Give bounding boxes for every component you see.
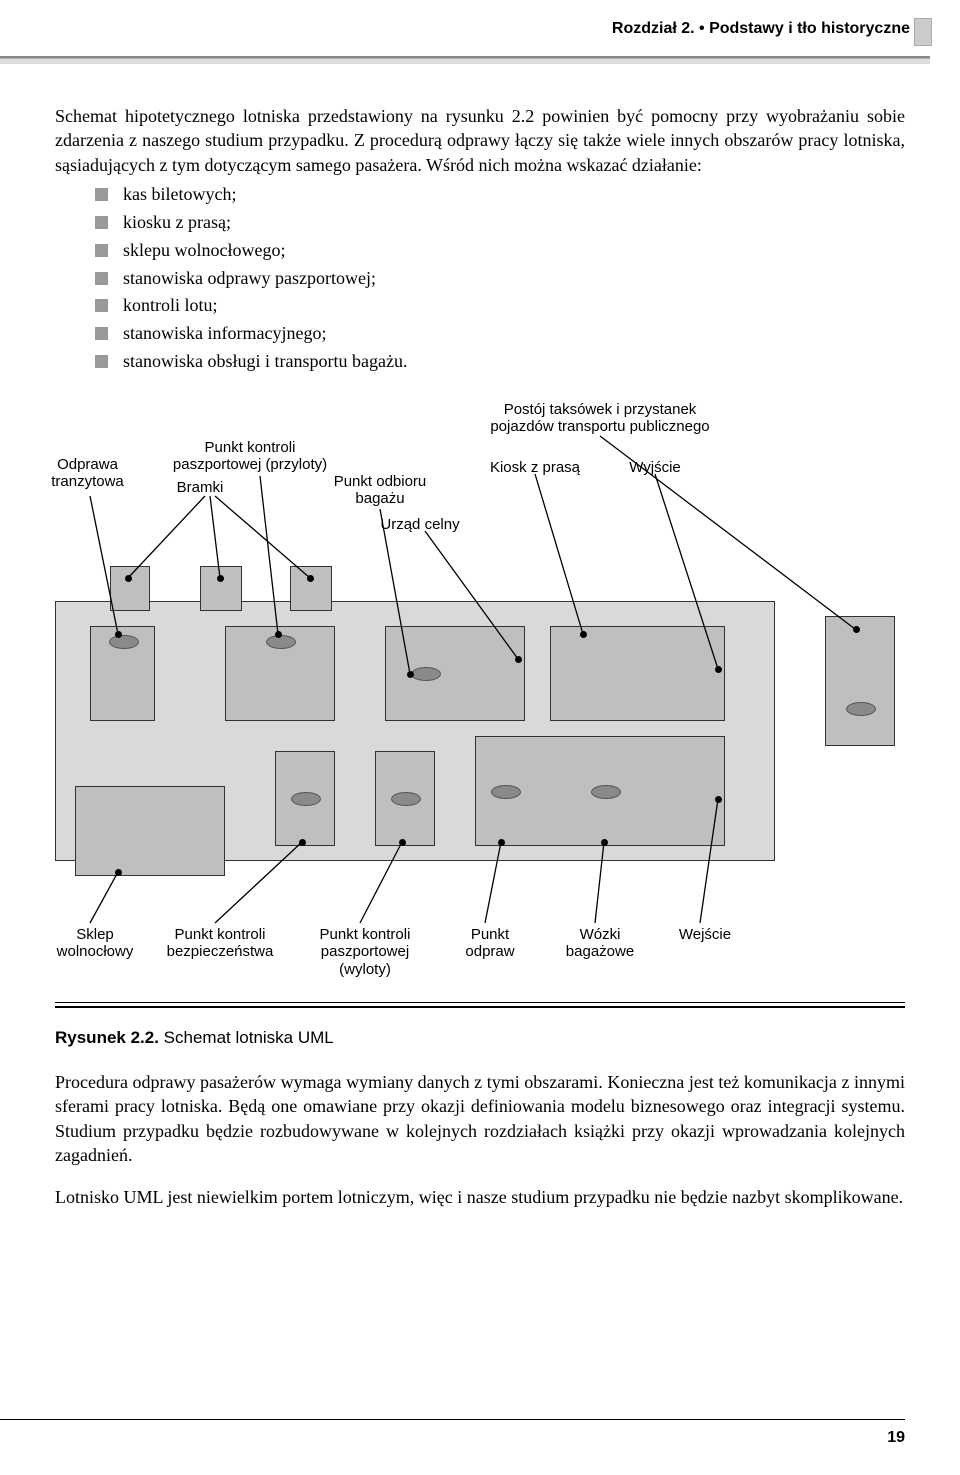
intro-paragraph: Schemat hipotetycznego lotniska przedsta… (55, 104, 905, 177)
caption-bold: Rysunek 2.2. (55, 1028, 159, 1047)
header-text: Rozdział 2. • Podstawy i tło historyczne (612, 20, 910, 37)
list-item: kontroli lotu; (95, 292, 905, 320)
bullet-list: kas biletowych; kiosku z prasą; sklepu w… (55, 181, 905, 376)
caption-rest: Schemat lotniska UML (159, 1028, 334, 1047)
list-item: stanowiska odprawy paszportowej; (95, 265, 905, 293)
list-item: stanowiska obsługi i transportu bagażu. (95, 348, 905, 376)
diagram-lines (55, 401, 905, 996)
page-corner-icon (914, 18, 932, 46)
list-item: stanowiska informacyjnego; (95, 320, 905, 348)
footer-rule (0, 1419, 905, 1420)
paragraph-after-1: Procedura odprawy pasażerów wymaga wymia… (0, 1070, 960, 1167)
paragraph-after-2: Lotnisko UML jest niewielkim portem lotn… (0, 1185, 960, 1209)
list-item: kiosku z prasą; (95, 209, 905, 237)
caption-rule (55, 1006, 905, 1008)
page-header: Rozdział 2. • Podstawy i tło historyczne (0, 0, 960, 50)
header-rule (0, 56, 930, 64)
main-content: Schemat hipotetycznego lotniska przedsta… (0, 64, 960, 996)
figure-caption: Rysunek 2.2. Schemat lotniska UML (55, 1028, 960, 1048)
list-item: kas biletowych; (95, 181, 905, 209)
list-item: sklepu wolnocłowego; (95, 237, 905, 265)
page-number: 19 (887, 1429, 905, 1447)
airport-diagram: Odprawatranzytowa Punkt kontrolipaszport… (55, 401, 905, 996)
